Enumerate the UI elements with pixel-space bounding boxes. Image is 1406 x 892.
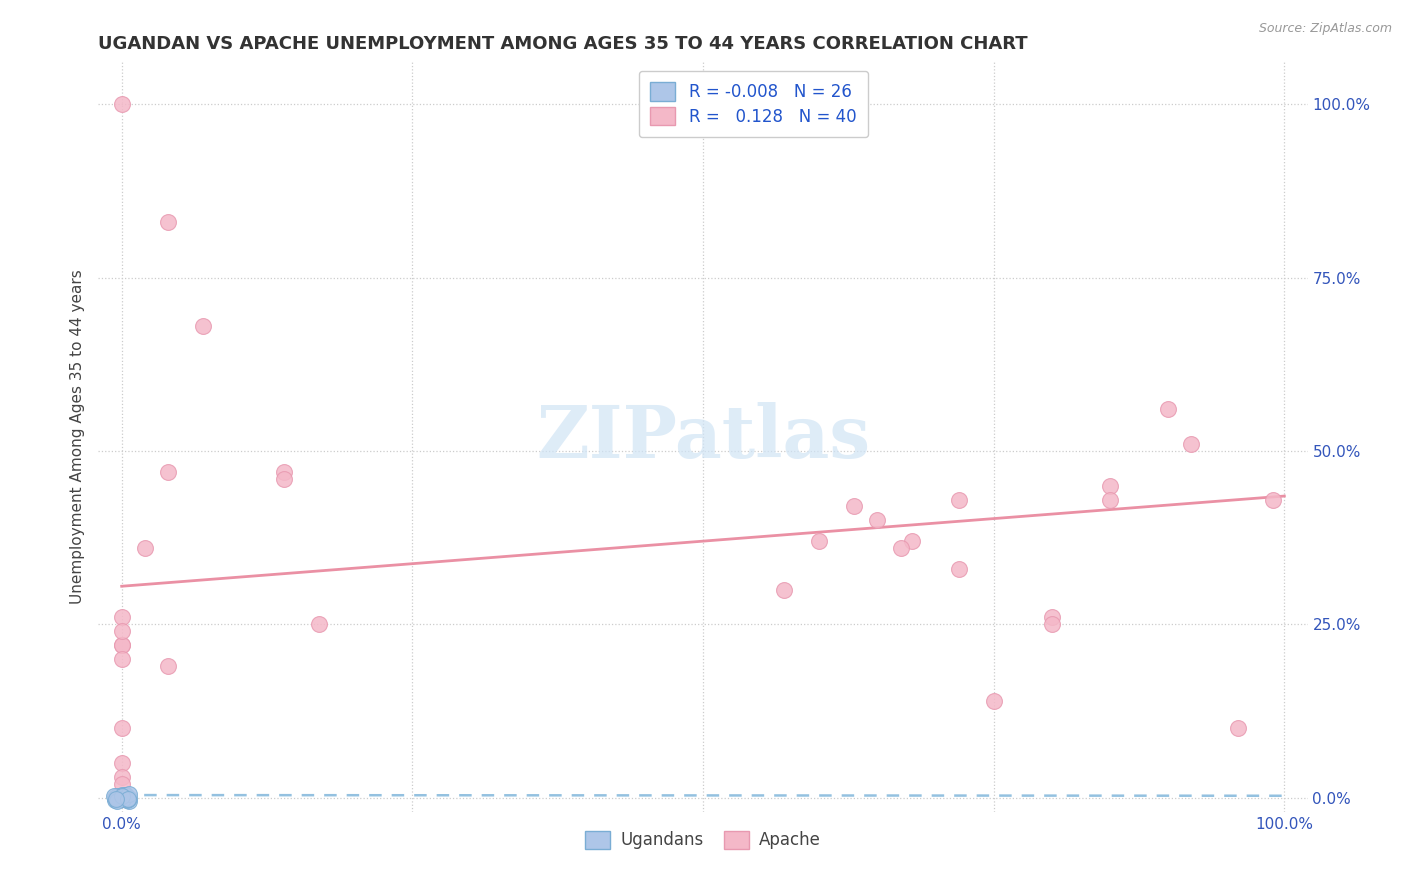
Text: UGANDAN VS APACHE UNEMPLOYMENT AMONG AGES 35 TO 44 YEARS CORRELATION CHART: UGANDAN VS APACHE UNEMPLOYMENT AMONG AGE… (98, 35, 1028, 53)
Point (111, 638, 134, 652)
Point (983, 694, 1005, 708)
Text: Source: ZipAtlas.com: Source: ZipAtlas.com (1258, 22, 1392, 36)
Point (890, 541, 912, 555)
Point (866, 513, 889, 527)
Point (1226, 722, 1249, 736)
Point (111, 770, 134, 784)
Point (134, 541, 156, 555)
Point (111, 791, 134, 805)
Point (1098, 478, 1121, 492)
Text: ZIPatlas: ZIPatlas (536, 401, 870, 473)
Point (948, 492, 970, 507)
Y-axis label: Unemployment Among Ages 35 to 44 years: Unemployment Among Ages 35 to 44 years (70, 269, 86, 605)
Point (111, 652, 134, 666)
Point (105, 794, 128, 808)
Point (111, 788, 134, 802)
Point (105, 789, 128, 804)
Point (104, 790, 127, 805)
Point (112, 791, 135, 805)
Legend: Ugandans, Apache: Ugandans, Apache (579, 824, 827, 855)
Point (111, 790, 134, 805)
Point (103, 789, 125, 803)
Point (104, 793, 127, 807)
Point (1098, 492, 1121, 507)
Point (117, 791, 139, 805)
Point (157, 659, 180, 673)
Point (901, 534, 924, 549)
Point (118, 791, 141, 805)
Point (104, 791, 127, 805)
Point (111, 97, 134, 112)
Point (808, 534, 831, 549)
Point (108, 790, 131, 805)
Point (1040, 610, 1063, 624)
Point (110, 792, 132, 806)
Point (111, 792, 134, 806)
Point (118, 787, 141, 801)
Point (111, 789, 134, 803)
Point (1040, 617, 1063, 632)
Point (1157, 402, 1180, 417)
Point (111, 790, 134, 805)
Point (1180, 437, 1202, 451)
Point (107, 792, 129, 806)
Point (114, 789, 136, 803)
Point (104, 791, 127, 805)
Point (107, 791, 129, 805)
Point (273, 465, 295, 479)
Point (157, 465, 180, 479)
Point (111, 756, 134, 771)
Point (111, 790, 134, 805)
Point (118, 794, 141, 808)
Point (308, 617, 330, 632)
Point (117, 792, 139, 806)
Point (1261, 492, 1284, 507)
Point (773, 582, 796, 597)
Point (948, 562, 970, 576)
Point (111, 790, 134, 805)
Point (110, 789, 132, 804)
Point (111, 790, 134, 805)
Point (111, 638, 134, 652)
Point (111, 610, 134, 624)
Point (844, 500, 866, 514)
Point (115, 789, 138, 803)
Point (157, 215, 180, 229)
Point (111, 777, 134, 791)
Point (115, 792, 138, 806)
Point (111, 722, 134, 736)
Point (191, 319, 214, 334)
Point (273, 472, 295, 486)
Point (111, 624, 134, 639)
Point (114, 791, 136, 805)
